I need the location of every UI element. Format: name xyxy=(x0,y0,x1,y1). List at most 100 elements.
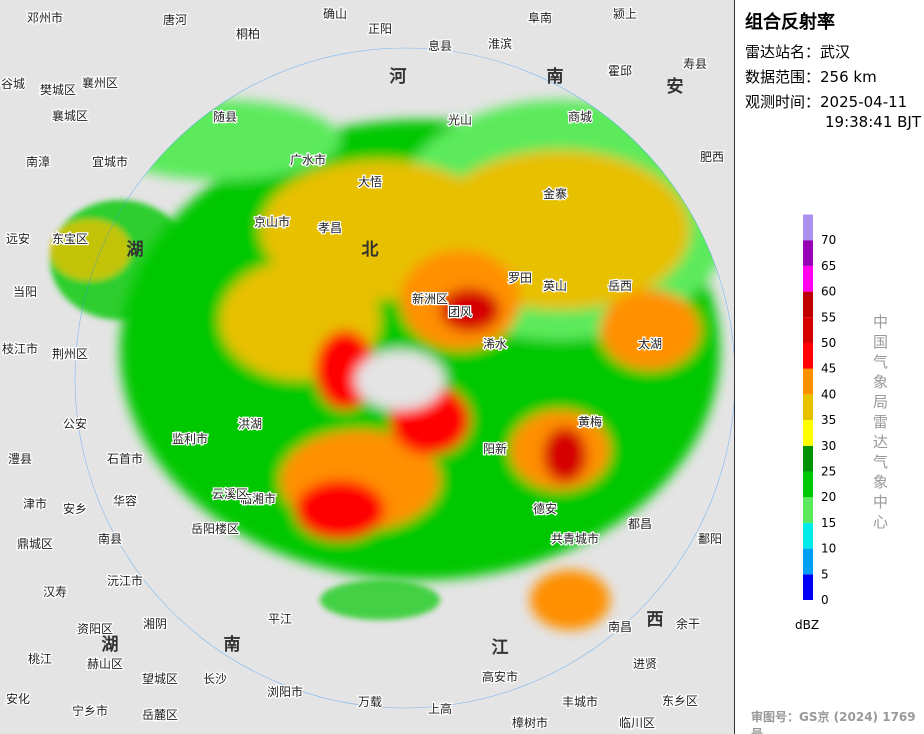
place-label: 远安 xyxy=(6,231,30,246)
legend-tick-label: 55 xyxy=(821,310,836,324)
place-label: 临川区 xyxy=(619,716,655,730)
place-label: 资阳区 xyxy=(77,622,113,636)
info-row: 数据范围：256 km xyxy=(745,67,877,87)
legend-tick-label: 30 xyxy=(821,439,836,453)
place-label: 京山市 xyxy=(254,214,290,229)
info-row: 雷达站名：武汉 xyxy=(745,42,850,62)
info-panel: 组合反射率 雷达站名：武汉 数据范围：256 km 观测时间：2025-04-1… xyxy=(734,0,924,734)
legend-swatch xyxy=(803,445,813,472)
range-ring xyxy=(74,47,734,709)
info-value: 19:38:41 BJT xyxy=(825,113,922,131)
legend-tick-label: 0 xyxy=(821,593,829,607)
place-label: 南县 xyxy=(98,531,122,546)
legend-swatch xyxy=(803,368,813,395)
place-label: 公安 xyxy=(63,416,87,431)
place-label: 望城区 xyxy=(142,672,178,686)
place-label: 鼎城区 xyxy=(17,537,53,551)
place-label: 寿县 xyxy=(683,57,707,71)
place-label: 岳阳楼区 xyxy=(191,521,239,536)
region-label: 南 xyxy=(547,66,564,87)
place-label: 湘阴 xyxy=(143,616,167,631)
legend-tick-label: 65 xyxy=(821,259,836,273)
place-label: 岳西 xyxy=(608,279,632,293)
place-label: 息县 xyxy=(428,38,452,53)
place-label: 洪湖 xyxy=(238,416,262,431)
place-label: 当阳 xyxy=(13,285,37,299)
place-label: 光山 xyxy=(448,113,472,127)
legend-tick-label: 10 xyxy=(821,542,836,556)
legend-swatch xyxy=(803,214,813,241)
place-label: 丰城市 xyxy=(562,694,598,709)
place-label: 平江 xyxy=(268,612,292,626)
region-label: 河 xyxy=(390,67,407,87)
info-label: 雷达站名： xyxy=(745,43,821,61)
approval-number: 审图号：GS京 (2024) 1769号 xyxy=(751,710,916,734)
region-label: 南 xyxy=(224,634,241,655)
place-label: 商城 xyxy=(568,109,592,124)
place-label: 团风 xyxy=(448,305,472,319)
place-label: 颍上 xyxy=(613,7,637,21)
place-label: 浏阳市 xyxy=(267,684,303,699)
color-legend: 0 5 10 15 20 25 30 35 40 45 50 55 60 65 70 dBZ xyxy=(795,214,836,632)
legend-swatch xyxy=(803,343,813,369)
place-label: 岳麓区 xyxy=(142,708,178,722)
place-label: 樟树市 xyxy=(512,715,548,730)
info-value: 2025-04-11 xyxy=(820,93,908,111)
place-label: 东乡区 xyxy=(662,694,698,708)
place-label: 南昌 xyxy=(608,619,632,634)
place-label: 襄州区 xyxy=(82,75,118,90)
place-label: 南漳 xyxy=(26,154,50,169)
legend-tick-label: 60 xyxy=(821,285,836,299)
legend-swatch xyxy=(803,420,813,446)
panel-title: 组合反射率 xyxy=(745,12,835,33)
legend-swatch xyxy=(803,574,813,600)
legend-tick-label: 45 xyxy=(821,362,836,376)
legend-unit: dBZ xyxy=(795,618,819,632)
region-label: 安 xyxy=(667,76,684,97)
legend-swatch xyxy=(803,497,813,523)
info-label: 数据范围： xyxy=(745,68,821,86)
place-label: 广水市 xyxy=(290,152,326,167)
place-label: 桐柏 xyxy=(236,26,260,41)
place-label: 高安市 xyxy=(482,669,518,684)
place-label: 随县 xyxy=(213,109,237,124)
place-label: 石首市 xyxy=(107,451,143,466)
place-label: 阳新 xyxy=(483,441,507,456)
place-label: 荆州区 xyxy=(52,347,88,361)
place-label: 余干 xyxy=(676,616,700,631)
place-label: 太湖 xyxy=(638,336,662,351)
legend-tick-label: 70 xyxy=(821,233,836,247)
legend-tick-label: 20 xyxy=(821,490,836,504)
place-label: 大悟 xyxy=(358,174,382,189)
place-label: 金寨 xyxy=(543,186,567,201)
legend-swatch xyxy=(803,522,813,549)
place-label: 进贤 xyxy=(633,657,657,671)
place-label: 共青城市 xyxy=(551,531,599,546)
place-label: 正阳 xyxy=(368,22,392,36)
legend-swatch xyxy=(803,291,813,318)
place-label: 云溪区 xyxy=(212,487,248,501)
info-label: 观测时间： xyxy=(745,93,821,111)
place-label: 宁乡市 xyxy=(72,703,108,718)
region-label: 江 xyxy=(492,638,509,658)
info-row: 观测时间：2025-04-11 xyxy=(745,92,907,112)
place-label: 长沙 xyxy=(203,672,227,686)
place-label: 淮滨 xyxy=(488,36,512,51)
place-label: 安乡 xyxy=(63,501,87,516)
place-label: 阜南 xyxy=(528,10,552,25)
place-label: 新洲区 xyxy=(412,291,448,306)
place-label: 安化 xyxy=(6,691,30,706)
legend-swatch xyxy=(803,471,813,498)
legend-swatch xyxy=(803,548,813,575)
place-label: 临湘市 xyxy=(240,491,276,506)
radar-echo xyxy=(100,100,730,630)
place-label: 唐河 xyxy=(163,12,187,27)
place-label: 津市 xyxy=(23,496,47,511)
place-label: 罗田 xyxy=(508,271,532,285)
region-label: 湖 xyxy=(127,240,144,260)
place-label: 澧县 xyxy=(8,452,32,466)
place-label: 樊城区 xyxy=(40,83,76,97)
info-value: 256 km xyxy=(820,68,877,86)
legend-tick-label: 5 xyxy=(821,567,829,581)
